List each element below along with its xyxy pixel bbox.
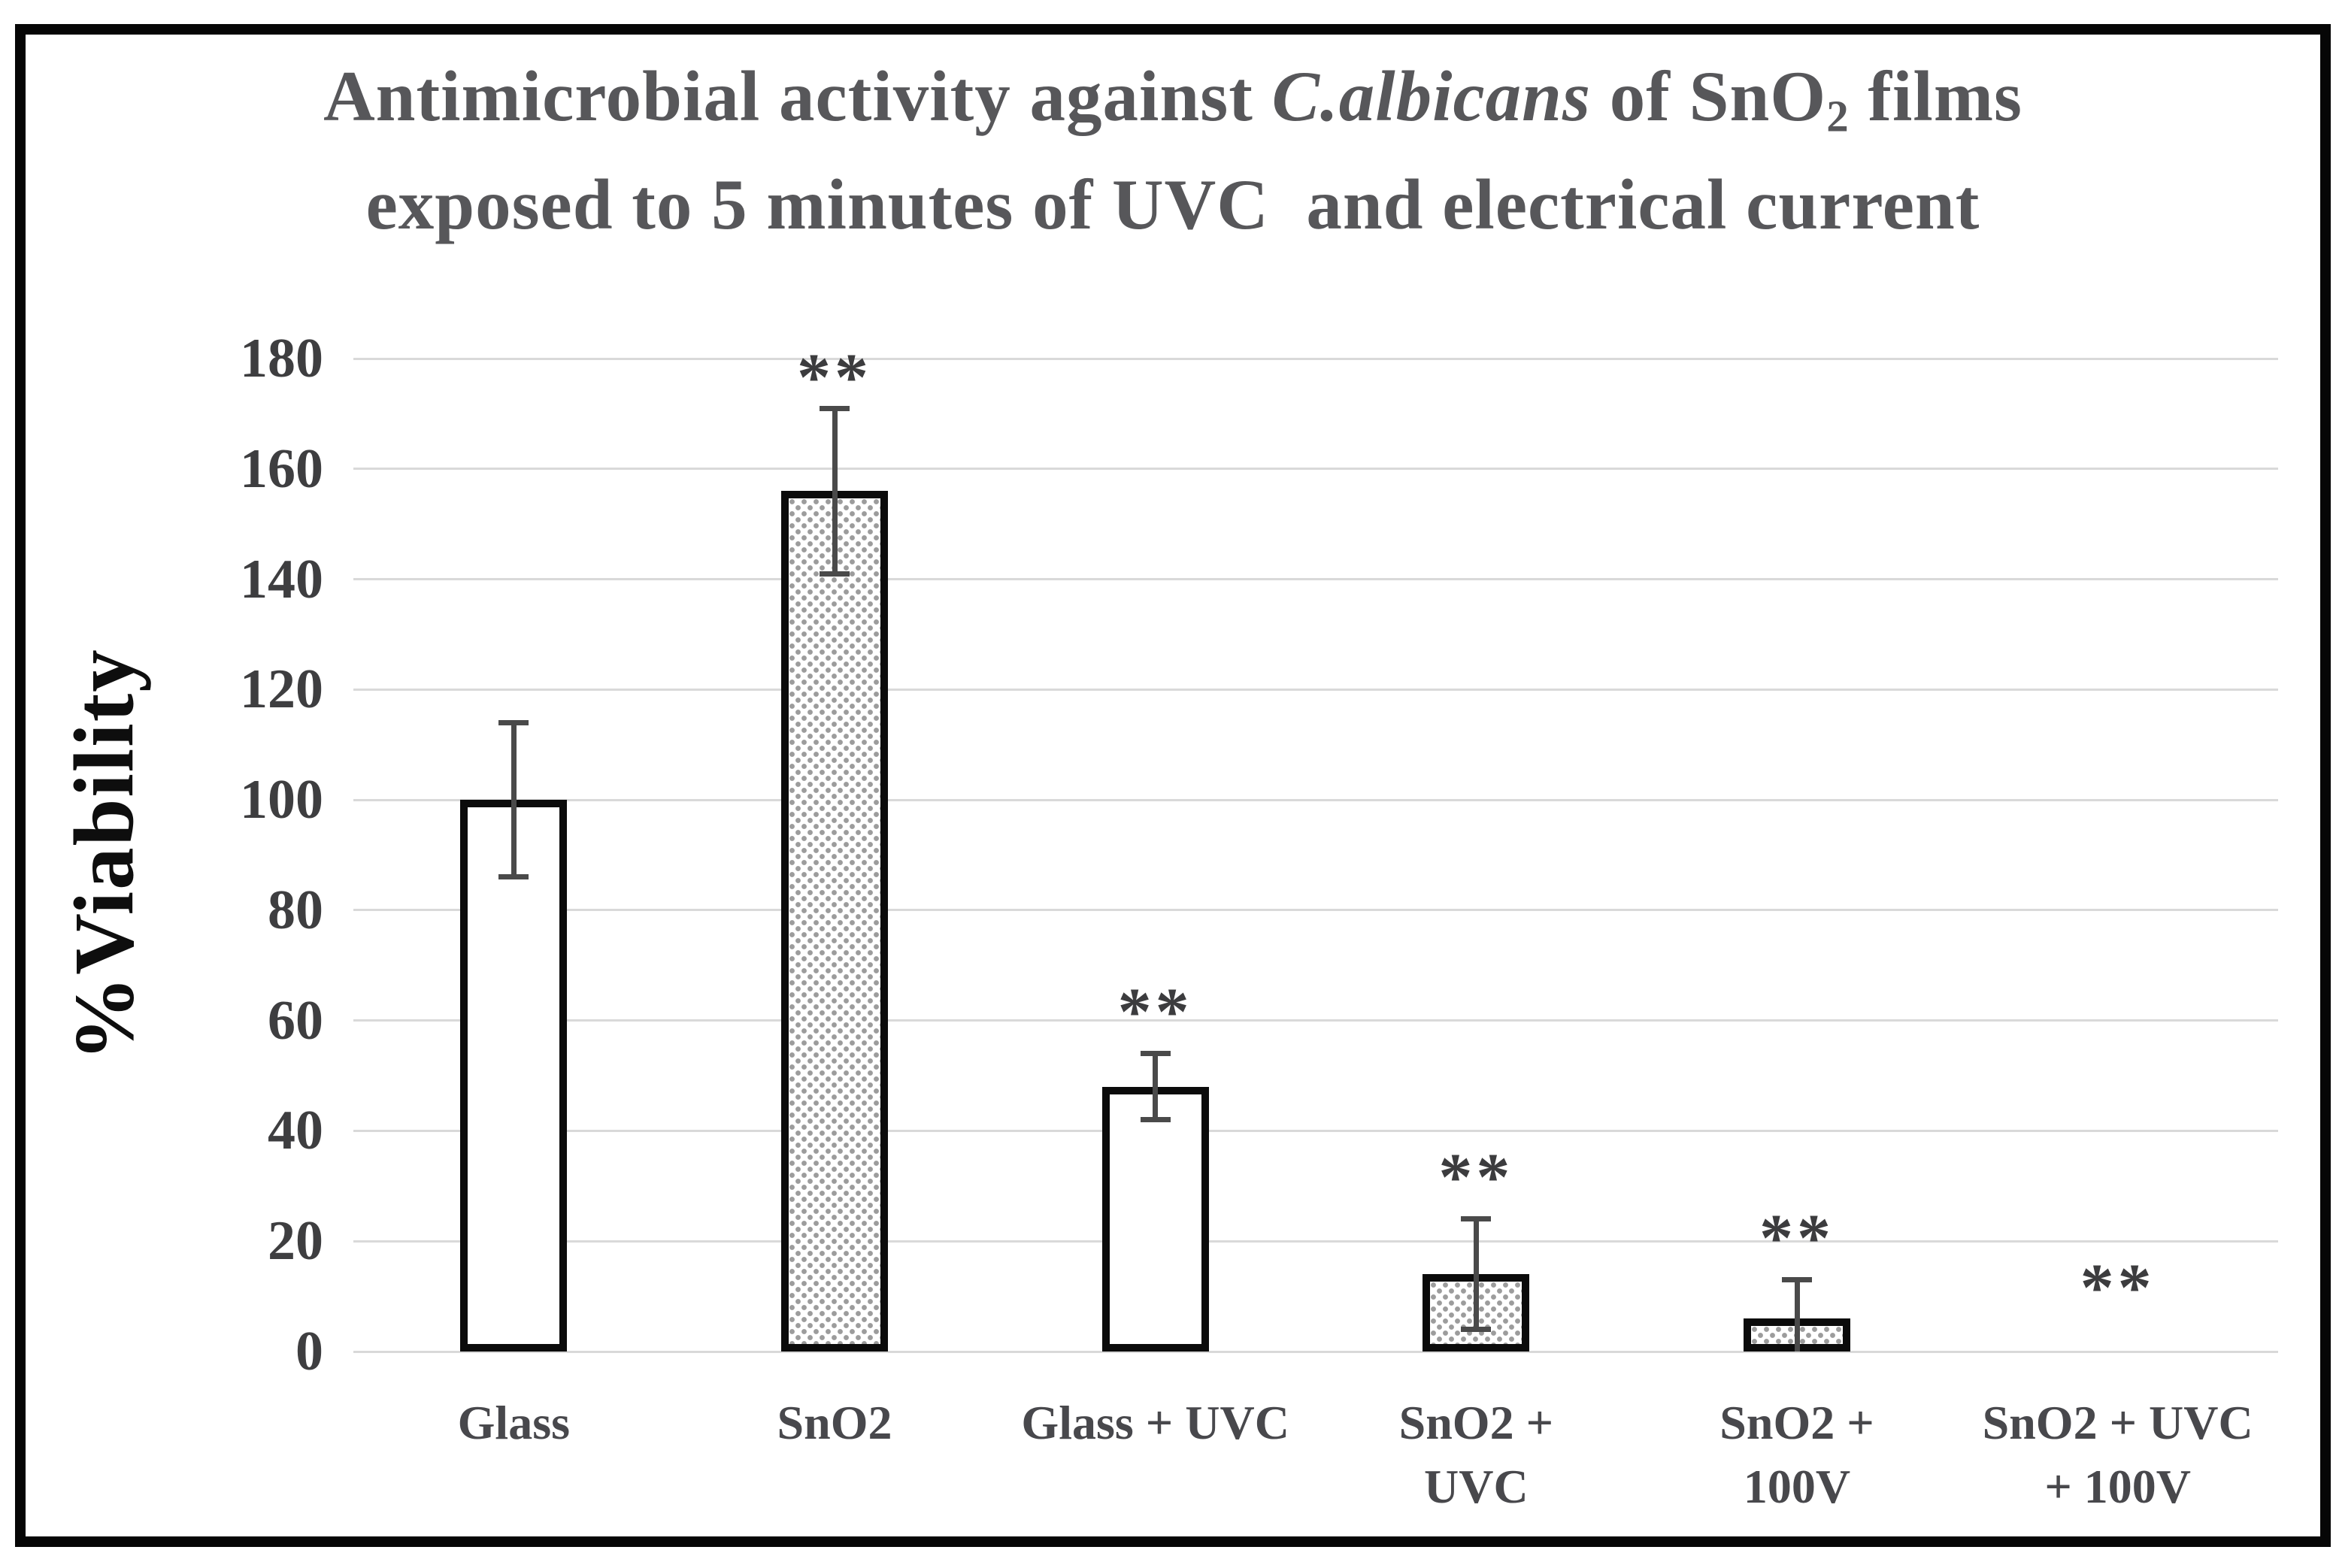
y-tick-label-160: 160 — [240, 437, 323, 500]
title-species-name: C.albicans — [1271, 56, 1591, 136]
error-bar-glass — [511, 722, 517, 877]
chart-title-line2: exposed to 5 minutes of UVC and electric… — [365, 165, 1980, 245]
sig-marker-glass-uvc: ** — [1117, 974, 1193, 1049]
bar-glass-uvc — [1101, 1086, 1209, 1352]
x-label-sno2-uvc-100v: SnO2 + UVC + 100V — [1938, 1391, 2298, 1518]
y-tick-label-120: 120 — [240, 658, 323, 721]
x-label-line: SnO2 — [777, 1396, 892, 1449]
x-label-glass: Glass — [333, 1391, 694, 1454]
gridline-120 — [353, 688, 2278, 691]
error-bar-cap-top-sno2-100v — [1782, 1277, 1812, 1283]
sig-marker-sno2-100v: ** — [1759, 1200, 1835, 1276]
gridline-80 — [353, 909, 2278, 912]
error-bar-sno2 — [832, 408, 838, 574]
x-label-line: + 100V — [2044, 1460, 2191, 1514]
y-tick-label-40: 40 — [268, 1100, 323, 1162]
title-text-segment: of SnO — [1590, 56, 1827, 136]
gridline-40 — [353, 1129, 2278, 1132]
error-bar-cap-top-glass — [498, 719, 529, 725]
y-axis-title-text: %Viability — [58, 648, 152, 1061]
x-label-line: 100V — [1743, 1460, 1851, 1514]
title-text-segment: films — [1849, 56, 2022, 136]
error-bar-cap-bottom-glass — [498, 874, 529, 880]
sig-marker-sno2-uvc-100v: ** — [2080, 1250, 2156, 1325]
y-tick-label-20: 20 — [268, 1210, 323, 1273]
chart-title: Antimicrobial activity against C.albican… — [15, 42, 2331, 259]
error-bar-cap-top-sno2 — [820, 405, 850, 411]
gridline-160 — [353, 468, 2278, 471]
x-label-line: Glass — [457, 1396, 571, 1449]
x-label-line: SnO2 + UVC — [1982, 1396, 2253, 1449]
y-tick-label-140: 140 — [240, 548, 323, 610]
y-tick-label-0: 0 — [295, 1321, 323, 1382]
x-label-sno2-100v: SnO2 + 100V — [1616, 1391, 1977, 1518]
sig-marker-sno2-uvc: ** — [1438, 1140, 1514, 1215]
bar-glass — [460, 800, 568, 1352]
error-bar-cap-top-glass-uvc — [1140, 1051, 1171, 1057]
error-bar-cap-top-sno2-uvc — [1461, 1216, 1492, 1222]
error-bar-cap-bottom-glass-uvc — [1140, 1117, 1171, 1123]
gridline-60 — [353, 1019, 2278, 1022]
title-text-segment: Antimicrobial activity against — [323, 56, 1272, 136]
gridline-0 — [353, 1350, 2278, 1353]
title-subscript: 2 — [1826, 92, 1850, 141]
chart-title-line1: Antimicrobial activity against C.albican… — [15, 42, 2331, 150]
gridline-20 — [353, 1240, 2278, 1243]
sig-marker-sno2: ** — [797, 340, 872, 415]
bar-sno2 — [781, 491, 888, 1352]
x-label-sno2: SnO2 — [654, 1391, 1015, 1454]
error-bar-sno2-uvc — [1473, 1218, 1479, 1330]
error-bar-sno2-100v — [1794, 1279, 1800, 1352]
x-label-glass-uvc: Glass + UVC — [975, 1391, 1336, 1454]
gridline-180 — [353, 357, 2278, 360]
error-bar-glass-uvc — [1153, 1053, 1159, 1120]
x-label-line: UVC — [1424, 1460, 1529, 1514]
y-tick-label-100: 100 — [240, 769, 323, 831]
error-bar-cap-bottom-sno2-uvc — [1461, 1327, 1492, 1333]
gridline-100 — [353, 798, 2278, 801]
x-label-sno2-uvc: SnO2 + UVC — [1295, 1391, 1656, 1518]
plot-area: ** ** ** ** ** — [353, 344, 2278, 1353]
y-tick-label-60: 60 — [268, 989, 323, 1052]
x-label-line: SnO2 + — [1398, 1396, 1554, 1449]
x-label-line: SnO2 + — [1719, 1396, 1874, 1449]
gridline-140 — [353, 578, 2278, 581]
error-bar-cap-bottom-sno2 — [820, 571, 850, 577]
y-tick-label-180: 180 — [240, 328, 323, 389]
y-tick-label-80: 80 — [268, 879, 323, 941]
x-label-line: Glass + UVC — [1021, 1396, 1289, 1449]
